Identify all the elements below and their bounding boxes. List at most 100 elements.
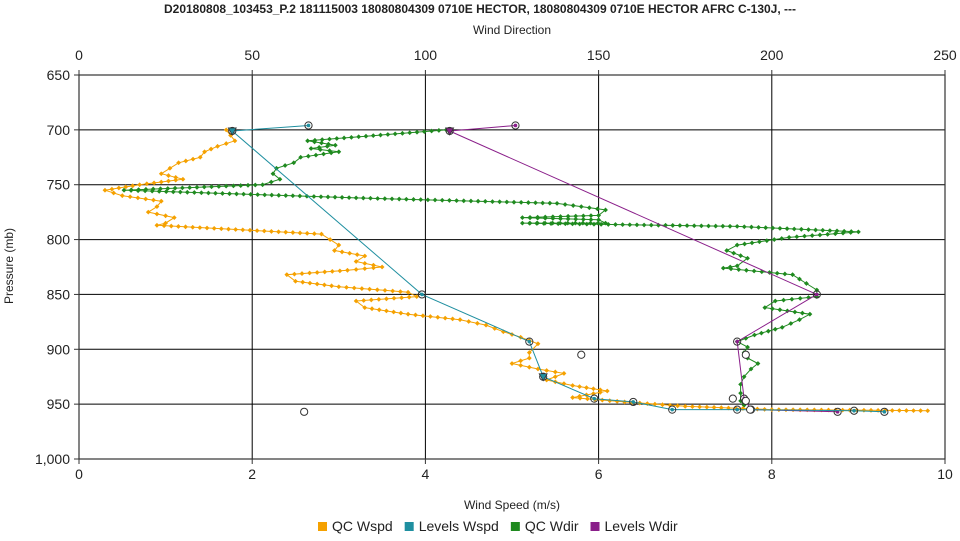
qc-wdir-point bbox=[312, 139, 317, 145]
qc-wdir-point bbox=[209, 184, 214, 190]
levels-wspd-point-dot bbox=[592, 396, 597, 401]
qc-wdir-point bbox=[172, 185, 178, 191]
qc-wdir-point bbox=[648, 222, 654, 228]
qc-wdir-point bbox=[283, 193, 289, 198]
qc-wspd-point bbox=[223, 127, 229, 133]
qc-wdir-point bbox=[135, 188, 141, 194]
levels-wdir-point bbox=[833, 407, 842, 416]
y-tick-label: 900 bbox=[47, 341, 71, 357]
qc-wdir-point bbox=[525, 200, 531, 205]
qc-wspd-point bbox=[276, 229, 281, 235]
qc-wspd-point bbox=[311, 231, 317, 237]
qc-wspd-point bbox=[233, 227, 239, 232]
qc-wspd-point bbox=[336, 242, 342, 248]
y-tick-label: 850 bbox=[47, 286, 71, 302]
qc-wspd-point bbox=[597, 389, 603, 395]
qc-wspd-point bbox=[762, 406, 767, 412]
qc-wdir-point bbox=[748, 366, 754, 372]
qc-wdir-point bbox=[150, 186, 156, 192]
qc-wdir-point bbox=[318, 194, 324, 200]
qc-wspd-point bbox=[171, 215, 177, 221]
qc-wdir-point bbox=[741, 374, 747, 380]
qc-wspd-point bbox=[329, 283, 334, 289]
qc-wdir-point bbox=[797, 295, 803, 301]
qc-wdir-point bbox=[475, 198, 481, 204]
qc-wdir-point bbox=[856, 229, 861, 235]
qc-wdir-point bbox=[360, 195, 366, 201]
qc-wdir-point bbox=[781, 297, 786, 303]
qc-wdir-point bbox=[771, 237, 777, 242]
qc-wspd-point bbox=[391, 309, 397, 315]
qc-wspd-point bbox=[163, 220, 168, 226]
qc-wspd-point bbox=[180, 176, 186, 182]
qc-wspd-point bbox=[145, 209, 151, 215]
y-tick-label: 700 bbox=[47, 122, 71, 138]
qc-wdir-point bbox=[765, 328, 771, 334]
qc-wdir-point bbox=[268, 179, 274, 185]
qc-wdir-point bbox=[298, 154, 304, 160]
qc-wdir-point bbox=[756, 224, 761, 230]
qc-wspd-point bbox=[232, 138, 238, 144]
qc-wdir-point bbox=[468, 198, 474, 204]
qc-wdir-point bbox=[519, 220, 525, 226]
y-axis-label: Pressure (mb) bbox=[2, 228, 16, 304]
qc-wdir-point bbox=[533, 200, 538, 206]
qc-wdir-point bbox=[772, 326, 778, 332]
qc-wdir-point bbox=[375, 196, 381, 201]
qc-wdir-point bbox=[165, 186, 171, 191]
qc-wdir-point bbox=[749, 224, 754, 230]
y-tick-label: 1,000 bbox=[35, 451, 70, 467]
qc-wspd-point bbox=[240, 227, 246, 233]
qc-wdir-point bbox=[591, 221, 597, 227]
qc-wspd-point bbox=[119, 193, 125, 199]
qc-wdir-point bbox=[734, 242, 740, 248]
qc-wdir-point bbox=[774, 270, 780, 276]
qc-wspd-point bbox=[591, 391, 596, 397]
qc-wdir-point bbox=[741, 224, 747, 230]
extra-marker-point bbox=[741, 350, 750, 359]
qc-wdir-point bbox=[788, 321, 794, 326]
qc-wspd-point bbox=[544, 368, 550, 373]
qc-wdir-point bbox=[321, 151, 326, 157]
levels-wdir-triangle-point bbox=[444, 127, 455, 136]
qc-wdir-point bbox=[779, 324, 785, 330]
qc-wdir-point bbox=[570, 221, 575, 227]
qc-wdir-point bbox=[798, 226, 804, 232]
qc-wdir-point bbox=[121, 187, 127, 193]
qc-wdir-point bbox=[142, 188, 148, 194]
top-tick-label: 100 bbox=[414, 47, 438, 63]
qc-wdir-point bbox=[772, 298, 778, 304]
qc-wdir-point bbox=[378, 132, 383, 138]
qc-wdir-point bbox=[802, 233, 807, 239]
qc-wdir-point bbox=[425, 197, 431, 203]
qc-wdir-point bbox=[255, 192, 261, 198]
qc-wdir-point bbox=[327, 136, 332, 142]
levels-wspd-triangle-point bbox=[227, 127, 237, 136]
qc-wdir-point bbox=[149, 188, 155, 194]
qc-wdir-point bbox=[319, 140, 324, 146]
qc-wdir-point bbox=[745, 344, 750, 350]
qc-wdir-point bbox=[588, 220, 593, 226]
qc-wspd-point bbox=[190, 156, 196, 162]
qc-wdir-point bbox=[385, 132, 391, 137]
qc-wdir-point bbox=[194, 184, 200, 190]
qc-wdir-point bbox=[368, 195, 373, 201]
qc-wspd-point bbox=[577, 384, 582, 389]
qc-wspd-point bbox=[591, 386, 596, 392]
top-tick-label: 50 bbox=[244, 47, 260, 63]
qc-wdir-point bbox=[304, 193, 310, 199]
qc-wdir-point bbox=[206, 190, 211, 196]
qc-wdir-point bbox=[432, 197, 438, 203]
qc-wspd-point bbox=[176, 224, 181, 229]
plot-frame bbox=[78, 74, 946, 460]
qc-wspd-point bbox=[151, 197, 156, 203]
qc-wspd-point bbox=[584, 385, 589, 391]
qc-wdir-point bbox=[554, 200, 560, 206]
y-tick-label: 750 bbox=[47, 177, 71, 193]
qc-wdir-point bbox=[573, 216, 579, 222]
qc-wdir-point bbox=[820, 227, 826, 233]
top-tick-label: 250 bbox=[933, 47, 957, 63]
bottom-tick-label: 8 bbox=[768, 466, 776, 482]
qc-wspd-point bbox=[353, 267, 359, 272]
qc-wspd-point bbox=[697, 404, 703, 410]
